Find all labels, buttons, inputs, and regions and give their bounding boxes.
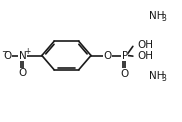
Text: O: O xyxy=(19,68,27,78)
Text: O: O xyxy=(3,51,11,61)
Text: −: − xyxy=(1,48,8,57)
Text: O: O xyxy=(120,69,129,79)
Text: N: N xyxy=(19,51,27,61)
Text: OH: OH xyxy=(137,40,153,50)
Text: 3: 3 xyxy=(162,14,167,23)
Text: O: O xyxy=(103,51,112,61)
Text: NH: NH xyxy=(149,11,165,21)
Text: P: P xyxy=(122,51,128,61)
Text: NH: NH xyxy=(149,71,165,81)
Text: 3: 3 xyxy=(162,74,167,83)
Text: +: + xyxy=(25,47,31,56)
Text: OH: OH xyxy=(137,51,153,61)
